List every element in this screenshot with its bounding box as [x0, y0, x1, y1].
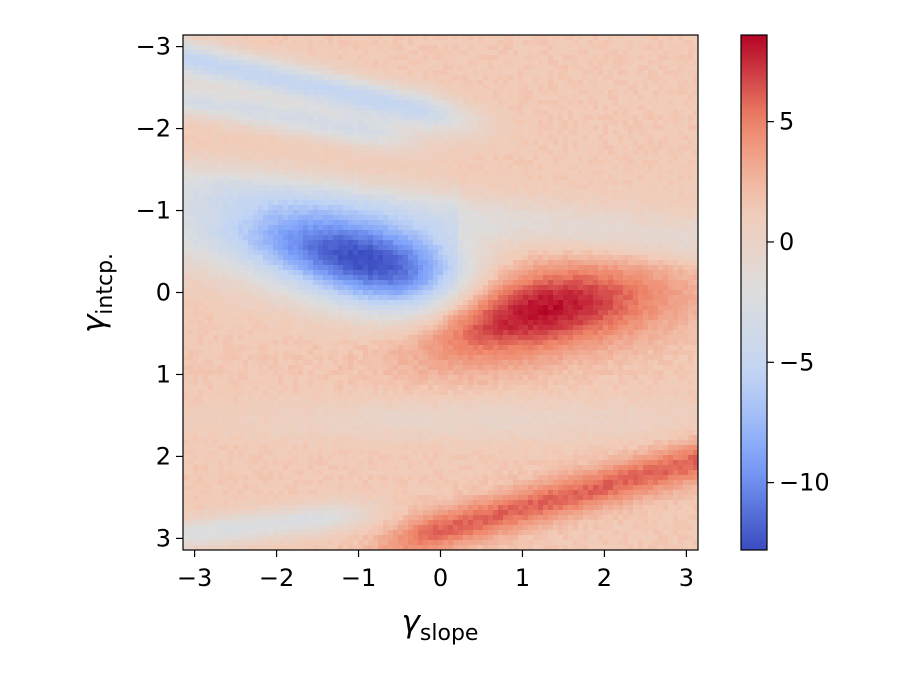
y-tick-label: −3 — [136, 33, 171, 61]
x-tick-label: −2 — [259, 564, 294, 592]
colorbar-gradient — [741, 35, 767, 550]
y-axis-label: γintcp. — [76, 253, 118, 333]
x-tick-label: 0 — [433, 564, 448, 592]
y-tick-label: 3 — [156, 524, 171, 552]
plot-area — [182, 34, 699, 551]
colorbar-tick-label: −5 — [779, 348, 814, 376]
colorbar-frame — [740, 34, 768, 551]
y-tick-label: −2 — [136, 115, 171, 143]
y-tick-label: 1 — [156, 360, 171, 388]
x-tick-label: 3 — [679, 564, 694, 592]
colorbar-tick-label: 0 — [779, 228, 794, 256]
x-tick-label: −1 — [341, 564, 376, 592]
x-tick-label: 2 — [597, 564, 612, 592]
x-tick-label: −3 — [177, 564, 212, 592]
colorbar-tick-label: 5 — [779, 108, 794, 136]
y-tick-label: 2 — [156, 442, 171, 470]
colorbar: −10 −5 0 5 — [740, 34, 830, 551]
x-axis-ticks: −3 −2 −1 0 1 2 3 — [177, 550, 694, 592]
x-tick-label: 1 — [515, 564, 530, 592]
colorbar-ticks: −10 −5 0 5 — [767, 108, 830, 497]
y-tick-label: 0 — [156, 279, 171, 307]
x-axis-label: γslope — [402, 604, 479, 646]
y-tick-label: −1 — [136, 197, 171, 225]
heatmap-image — [183, 35, 698, 550]
colorbar-tick-label: −10 — [779, 469, 830, 497]
y-axis-ticks: −3 −2 −1 0 1 2 3 — [136, 33, 183, 552]
